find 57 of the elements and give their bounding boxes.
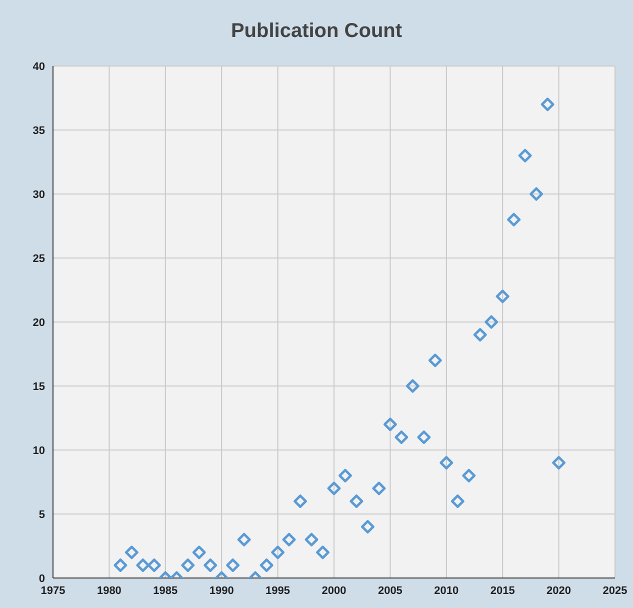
point bbox=[518, 148, 532, 162]
x-tick-label: 1990 bbox=[209, 584, 234, 597]
point bbox=[260, 558, 274, 572]
point bbox=[237, 532, 251, 546]
x-tick-label: 1995 bbox=[266, 584, 290, 597]
y-tick-label: 30 bbox=[32, 188, 45, 201]
x-tick-label: 2015 bbox=[490, 584, 515, 597]
y-tick-label: 10 bbox=[32, 444, 45, 457]
y-tick-label: 40 bbox=[32, 60, 45, 73]
point bbox=[406, 379, 420, 393]
x-tick-label: 2005 bbox=[378, 584, 402, 597]
point bbox=[372, 482, 386, 496]
point bbox=[496, 290, 510, 304]
point bbox=[282, 532, 296, 546]
point bbox=[417, 430, 431, 444]
point bbox=[192, 546, 206, 560]
point bbox=[124, 546, 138, 560]
y-tick-label: 20 bbox=[32, 316, 45, 329]
point bbox=[271, 546, 285, 560]
y-tick-label: 15 bbox=[32, 380, 45, 393]
point bbox=[462, 468, 476, 482]
x-tick-label: 2025 bbox=[602, 584, 628, 597]
point bbox=[294, 494, 308, 508]
point bbox=[383, 418, 397, 432]
y-tick-label: 35 bbox=[32, 124, 45, 137]
point bbox=[204, 558, 218, 572]
x-tick-label: 1985 bbox=[153, 584, 178, 597]
point bbox=[484, 315, 498, 329]
point bbox=[327, 482, 341, 496]
point bbox=[360, 520, 374, 534]
point bbox=[338, 468, 352, 482]
point bbox=[450, 494, 464, 508]
point bbox=[428, 354, 442, 368]
x-tick-label: 1975 bbox=[40, 584, 66, 597]
x-tick-label: 2020 bbox=[546, 584, 572, 597]
point bbox=[540, 98, 554, 112]
point bbox=[507, 212, 521, 226]
y-tick-label: 0 bbox=[38, 572, 45, 585]
chart-title: Publication Count bbox=[230, 20, 404, 43]
y-tick-label: 5 bbox=[38, 508, 45, 521]
y-tick-label: 25 bbox=[32, 252, 45, 265]
x-tick-label: 2000 bbox=[322, 584, 346, 597]
x-tick-label: 1980 bbox=[96, 584, 122, 597]
point bbox=[316, 546, 330, 560]
point bbox=[114, 558, 128, 572]
point bbox=[440, 456, 454, 470]
point bbox=[136, 558, 150, 572]
point bbox=[552, 456, 566, 470]
point bbox=[304, 532, 318, 546]
point bbox=[394, 430, 408, 444]
point bbox=[473, 328, 487, 342]
point bbox=[530, 187, 544, 201]
point bbox=[350, 494, 364, 508]
x-tick-label: 2010 bbox=[434, 584, 459, 597]
point bbox=[181, 558, 195, 572]
point bbox=[147, 558, 161, 572]
point bbox=[226, 558, 240, 572]
